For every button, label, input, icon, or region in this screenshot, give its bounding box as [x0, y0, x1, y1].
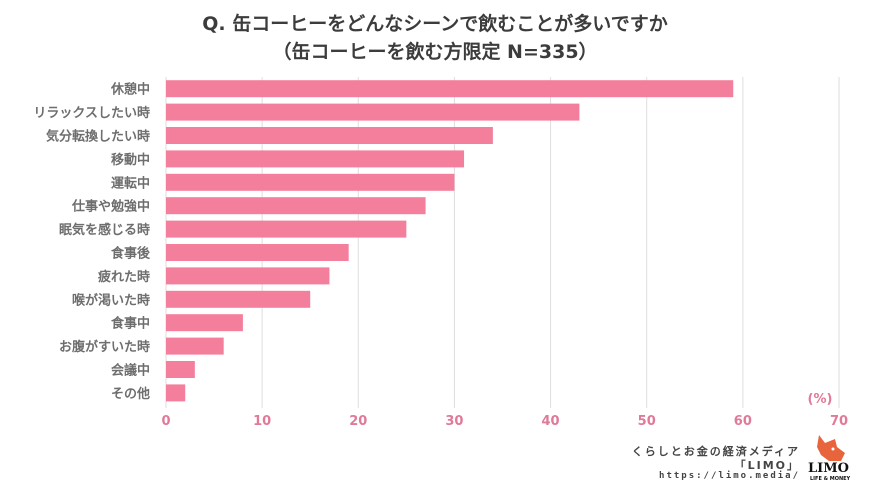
category-label: リラックスしたい時: [33, 105, 150, 121]
x-tick-label: 40: [542, 414, 560, 429]
x-tick-label: 30: [445, 414, 463, 429]
category-label: 疲れた時: [98, 269, 150, 285]
bar: [166, 337, 224, 355]
bar: [166, 290, 311, 308]
category-label: 仕事や勉強中: [71, 199, 150, 215]
bar: [166, 220, 407, 238]
credit-brand: 「LIMO」: [734, 459, 800, 472]
bar: [166, 314, 243, 332]
chart-subtitle: （缶コーヒーを飲む方限定 N=335）: [272, 41, 598, 63]
bar: [166, 103, 580, 121]
bar: [166, 267, 330, 285]
x-tick-label: 20: [349, 414, 367, 429]
category-label: 会議中: [111, 363, 150, 379]
grid-lines: [165, 77, 840, 408]
bar: [166, 361, 195, 378]
category-label: 食事後: [111, 246, 151, 262]
bar: [166, 197, 426, 215]
x-tick-labels: 0 10 20 30 40 50 60 70: [161, 414, 848, 429]
category-label: 喉が渇いた時: [72, 292, 150, 308]
x-tick-label: 70: [830, 414, 848, 429]
bar: [166, 80, 734, 98]
category-label: 移動中: [111, 152, 150, 168]
x-tick-label: 0: [161, 414, 170, 429]
x-tick-label: 60: [734, 414, 752, 429]
x-tick-label: 10: [253, 414, 271, 429]
limo-fox-logo-icon: [817, 435, 845, 461]
bars: [166, 80, 734, 402]
credit-url: https://limo.media/: [659, 471, 800, 481]
credit-tagline: くらしとお金の経済メディア: [631, 445, 800, 458]
bar: [166, 384, 186, 402]
category-label: 運転中: [111, 175, 150, 191]
chart-title: Q. 缶コーヒーをどんなシーンで飲むことが多いですか: [202, 13, 668, 35]
category-labels: 休憩中リラックスしたい時気分転換したい時移動中運転中仕事や勉強中眠気を感じる時食…: [33, 82, 151, 402]
bar: [166, 173, 455, 191]
bar: [166, 127, 493, 144]
bar: [166, 244, 349, 261]
x-tick-label: 50: [638, 414, 656, 429]
category-label: 気分転換したい時: [46, 129, 150, 145]
category-label: 休憩中: [110, 82, 150, 98]
bar: [166, 150, 465, 168]
logo-subtext: LIFE & MONEY: [810, 476, 851, 482]
category-label: 眠気を感じる時: [59, 222, 150, 238]
category-label: お腹がすいた時: [59, 339, 150, 355]
logo-text: LIMO: [808, 461, 849, 476]
category-label: 食事中: [111, 316, 150, 332]
unit-label: (%): [808, 392, 833, 407]
category-label: その他: [111, 386, 150, 402]
